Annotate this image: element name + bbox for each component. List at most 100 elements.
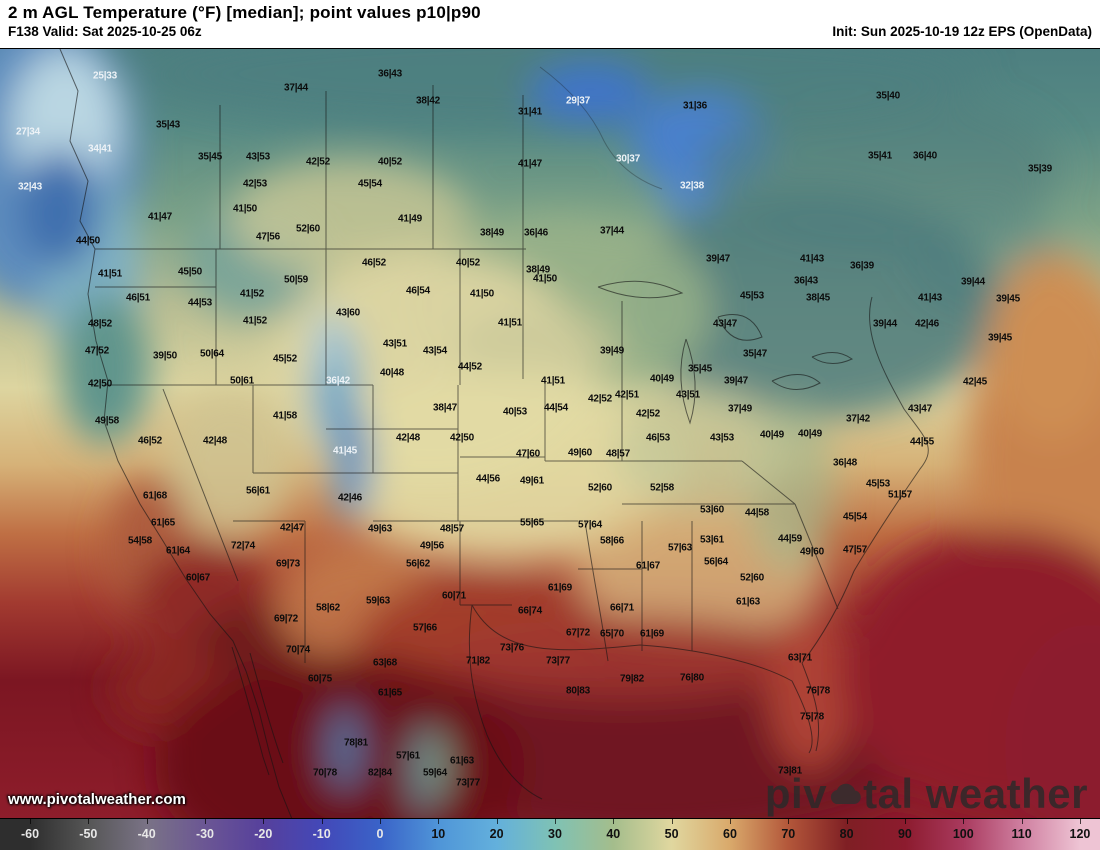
colorbar: -60 -50 -40 -30 -20 -10 0 10 20 30 40 50 60 70 80 90 100… — [0, 818, 1100, 850]
station-value: 38|49 — [479, 227, 505, 239]
station-value: 49|60 — [799, 546, 825, 558]
colorbar-tick-label: 50 — [664, 827, 679, 841]
station-value: 31|41 — [517, 106, 543, 118]
station-value: 45|52 — [272, 353, 298, 365]
colorbar-tick-mark — [729, 819, 731, 824]
station-value: 36|48 — [832, 457, 858, 469]
station-value: 41|45 — [332, 445, 358, 457]
temperature-field-blobs — [0, 49, 1100, 819]
station-value: 43|51 — [675, 389, 701, 401]
station-value: 44|50 — [75, 235, 101, 247]
colorbar-tick-label: -40 — [137, 827, 156, 841]
colorbar-tick-label: 110 — [1011, 827, 1032, 841]
station-value: 61|65 — [150, 517, 176, 529]
station-value: 58|62 — [315, 602, 341, 614]
station-value: 44|56 — [475, 473, 501, 485]
station-value: 38|49 — [525, 264, 551, 276]
station-value: 40|49 — [649, 373, 675, 385]
station-value: 61|69 — [639, 628, 665, 640]
station-value: 50|61 — [229, 375, 255, 387]
station-value: 42|46 — [914, 318, 940, 330]
map-title: 2 m AGL Temperature (°F) [median]; point… — [8, 3, 481, 22]
station-value: 32|38 — [679, 180, 705, 192]
station-value: 35|43 — [155, 119, 181, 131]
station-value: 39|45 — [987, 332, 1013, 344]
station-value: 50|59 — [283, 274, 309, 286]
station-value: 43|47 — [907, 403, 933, 415]
station-value: 35|47 — [742, 348, 768, 360]
station-value: 39|47 — [723, 375, 749, 387]
station-value: 36|43 — [377, 68, 403, 80]
station-value: 53|60 — [699, 504, 725, 516]
station-value: 35|45 — [687, 363, 713, 375]
colorbar-tick-label: -60 — [20, 827, 40, 841]
station-value: 41|51 — [540, 375, 566, 387]
station-value: 49|63 — [367, 523, 393, 535]
station-value: 39|47 — [705, 253, 731, 265]
station-value: 46|52 — [361, 257, 387, 269]
station-value: 47|60 — [515, 448, 541, 460]
colorbar-tick-label: 40 — [606, 827, 621, 841]
station-value: 50|64 — [199, 348, 225, 360]
station-value: 35|41 — [867, 150, 893, 162]
station-value: 45|53 — [739, 290, 765, 302]
colorbar-tick-label: 120 — [1069, 827, 1091, 841]
colorbar-tick-mark — [1079, 819, 1081, 824]
station-value: 43|47 — [712, 318, 738, 330]
station-value: 53|61 — [699, 534, 725, 546]
station-value: 39|44 — [960, 276, 986, 288]
station-value: 56|62 — [405, 558, 431, 570]
station-value: 35|40 — [875, 90, 901, 102]
station-value: 69|73 — [275, 558, 301, 570]
colorbar-tick-mark — [788, 819, 790, 824]
station-value: 60|71 — [441, 590, 467, 602]
station-value: 45|54 — [357, 178, 383, 190]
station-value: 76|78 — [805, 685, 831, 697]
station-value: 58|66 — [599, 535, 625, 547]
station-value: 56|61 — [245, 485, 271, 497]
station-value: 42|47 — [279, 522, 305, 534]
colorbar-tick-label: 90 — [897, 827, 912, 841]
station-value: 61|68 — [142, 490, 168, 502]
colorbar-tick-mark — [146, 819, 148, 824]
station-value: 40|48 — [379, 367, 405, 379]
colorbar-tick-label: 30 — [548, 827, 562, 841]
station-value: 41|51 — [97, 268, 123, 280]
station-value: 75|78 — [799, 711, 825, 723]
brand-logo: piv tal weather — [765, 772, 1088, 816]
station-value: 69|72 — [273, 613, 299, 625]
colorbar-tick-label: -30 — [195, 827, 215, 841]
colorbar-tick-mark — [379, 819, 381, 824]
station-value: 38|45 — [805, 292, 831, 304]
station-value: 40|49 — [759, 429, 785, 441]
station-value: 39|49 — [599, 345, 625, 357]
station-value: 44|58 — [744, 507, 770, 519]
station-value: 48|52 — [87, 318, 113, 330]
header: 2 m AGL Temperature (°F) [median]; point… — [0, 0, 1100, 48]
station-value: 72|74 — [230, 540, 256, 552]
station-value: 49|58 — [94, 415, 120, 427]
station-value: 31|36 — [682, 100, 708, 112]
station-value: 41|47 — [147, 211, 173, 223]
station-value: 56|64 — [703, 556, 729, 568]
station-value: 52|58 — [649, 482, 675, 494]
station-value: 42|52 — [635, 408, 661, 420]
station-value: 54|58 — [127, 535, 153, 547]
station-value: 37|44 — [283, 82, 309, 94]
station-value: 36|46 — [523, 227, 549, 239]
station-value: 41|50 — [532, 273, 558, 285]
station-value: 36|39 — [849, 260, 875, 272]
station-value: 49|60 — [567, 447, 593, 459]
station-value: 61|63 — [449, 755, 475, 767]
colorbar-tick-label: -10 — [312, 827, 331, 841]
station-value: 40|52 — [455, 257, 481, 269]
valid-time-label: F138 Valid: Sat 2025-10-25 06z — [8, 24, 202, 39]
colorbar-tick-mark — [904, 819, 906, 824]
station-value: 41|49 — [397, 213, 423, 225]
station-value: 73|77 — [455, 777, 481, 789]
station-value: 55|65 — [519, 517, 545, 529]
station-value: 40|53 — [502, 406, 528, 418]
init-time-label: Init: Sun 2025-10-19 12z EPS (OpenData) — [832, 24, 1092, 39]
station-value: 66|71 — [609, 602, 635, 614]
station-value: 76|80 — [679, 672, 705, 684]
